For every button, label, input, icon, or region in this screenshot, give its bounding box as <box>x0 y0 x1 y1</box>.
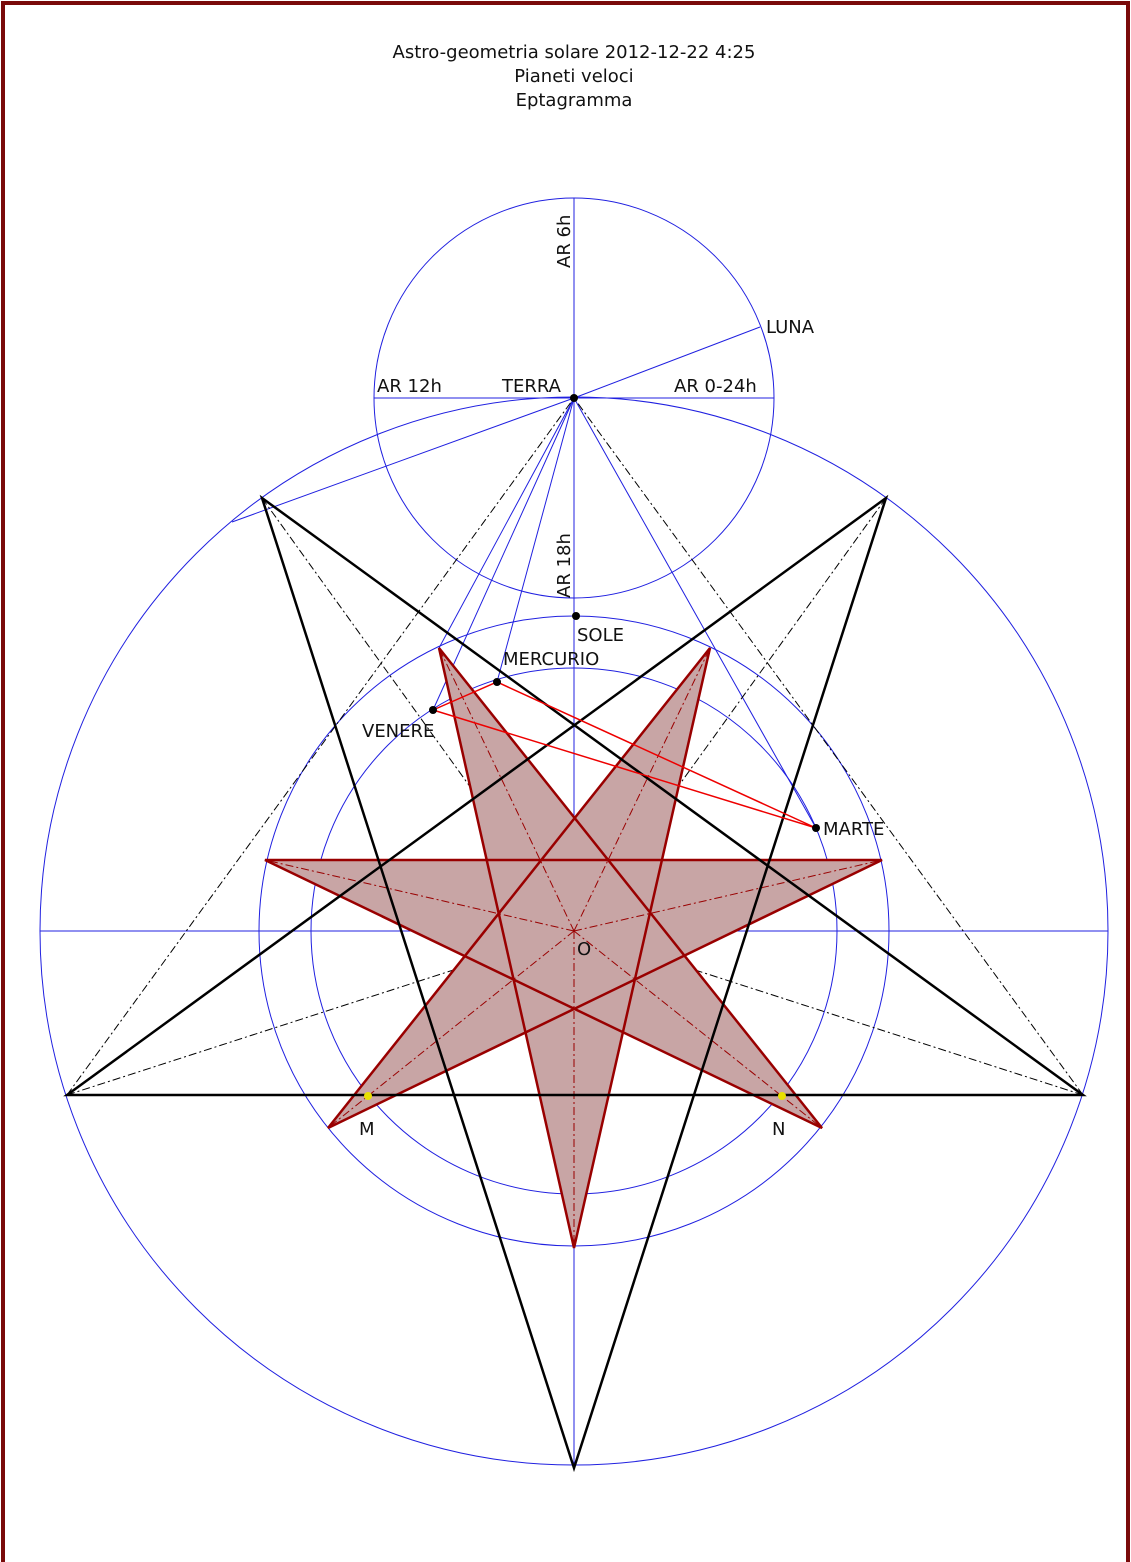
label: AR 12h <box>377 376 442 397</box>
label: M <box>359 1119 375 1140</box>
subtitle: Eptagramma <box>516 90 633 111</box>
label: VENERE <box>362 721 434 742</box>
label: AR 6h <box>554 215 575 268</box>
label: LUNA <box>766 317 815 338</box>
label: MERCURIO <box>503 649 599 670</box>
points <box>364 394 820 1100</box>
pentagram <box>63 494 1087 1473</box>
label: O <box>577 939 591 960</box>
title: Astro-geometria solare 2012-12-22 4:25 <box>393 42 756 63</box>
planet-triangle <box>430 681 817 829</box>
label: MARTE <box>823 819 884 840</box>
label: N <box>772 1119 785 1140</box>
label: AR 18h <box>554 533 575 598</box>
subtitle: Pianeti veloci <box>514 66 633 87</box>
label: TERRA <box>501 376 562 397</box>
label: AR 0-24h <box>674 376 757 397</box>
label: SOLE <box>577 625 624 646</box>
